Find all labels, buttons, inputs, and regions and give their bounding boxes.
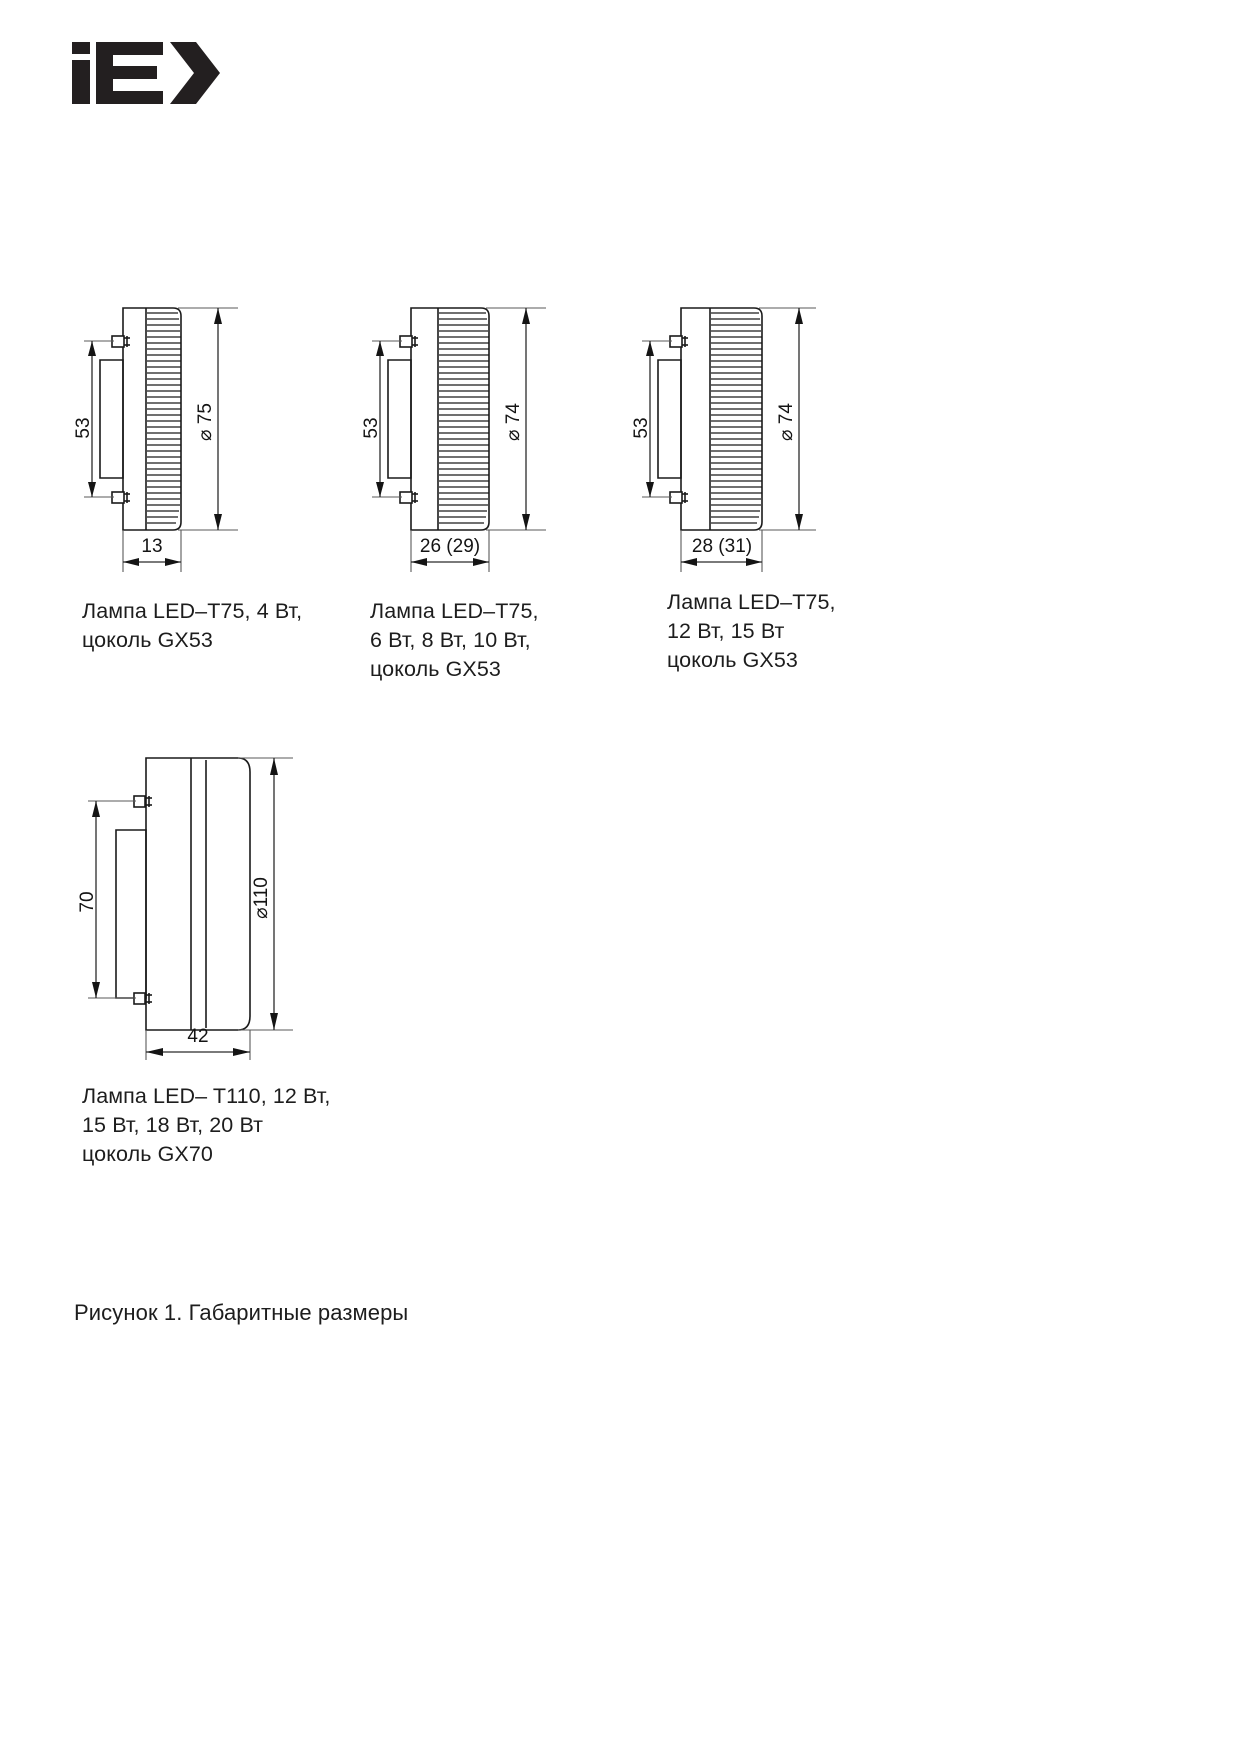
dimension-height: 70 (77, 891, 98, 912)
caption-lamp-t110: Лампа LED– T110, 12 Вт, 15 Вт, 18 Вт, 20… (82, 1084, 331, 1166)
dimension-diameter: ⌀ 74 (776, 403, 797, 441)
drawing-lamp-t110: 70 ⌀110 42 (77, 748, 358, 1068)
dimension-diameter: ⌀ 75 (195, 403, 216, 441)
caption-lamp-t75-12-15w: Лампа LED–T75, 12 Вт, 15 Вт цоколь GX53 (667, 590, 836, 672)
dimension-height: 53 (631, 417, 652, 438)
dimension-height: 53 (73, 417, 94, 438)
dimension-thickness: 42 (187, 1026, 208, 1047)
dimension-height: 53 (361, 417, 382, 438)
drawing-lamp-t75-4w: 53 ⌀ 75 13 (73, 300, 308, 580)
dimension-thickness: 13 (141, 536, 162, 557)
dimension-thickness: 26 (29) (420, 536, 480, 557)
drawing-lamp-t75-6-8-10w: 53 ⌀ 74 26 (29) (361, 300, 616, 580)
dimension-diameter: ⌀110 (251, 877, 272, 919)
iek-logo (72, 42, 220, 104)
caption-lamp-t75-4w: Лампа LED–T75, 4 Вт, цоколь GX53 (82, 599, 303, 652)
drawing-lamp-t75-12-15w: 53 ⌀ 74 28 (31) (631, 300, 886, 580)
caption-lamp-t75-6-8-10w: Лампа LED–T75, 6 Вт, 8 Вт, 10 Вт, цоколь… (370, 599, 539, 681)
dimension-diameter: ⌀ 74 (503, 403, 524, 441)
figure-title: Рисунок 1. Габаритные размеры (74, 1300, 409, 1325)
dimension-thickness: 28 (31) (692, 536, 752, 557)
